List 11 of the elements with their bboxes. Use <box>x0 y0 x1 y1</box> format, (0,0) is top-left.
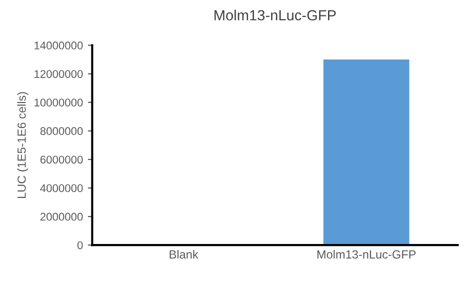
y-tick-label: 8000000 <box>40 127 83 136</box>
chart-title: Molm13-nLuc-GFP <box>214 10 336 20</box>
y-axis-title: LUC (1E5-1E6 cells) <box>17 92 28 198</box>
y-tick-label: 12000000 <box>34 70 83 78</box>
y-tick-label: 2000000 <box>40 212 83 221</box>
y-tick-label: 10000000 <box>34 98 83 106</box>
y-tick-label: 4000000 <box>40 184 83 192</box>
y-tick-label: 0 <box>77 241 83 250</box>
y-tick-label: 14000000 <box>34 42 83 50</box>
x-tick-label: Blank <box>170 250 198 259</box>
y-tick-label: 6000000 <box>40 156 83 164</box>
